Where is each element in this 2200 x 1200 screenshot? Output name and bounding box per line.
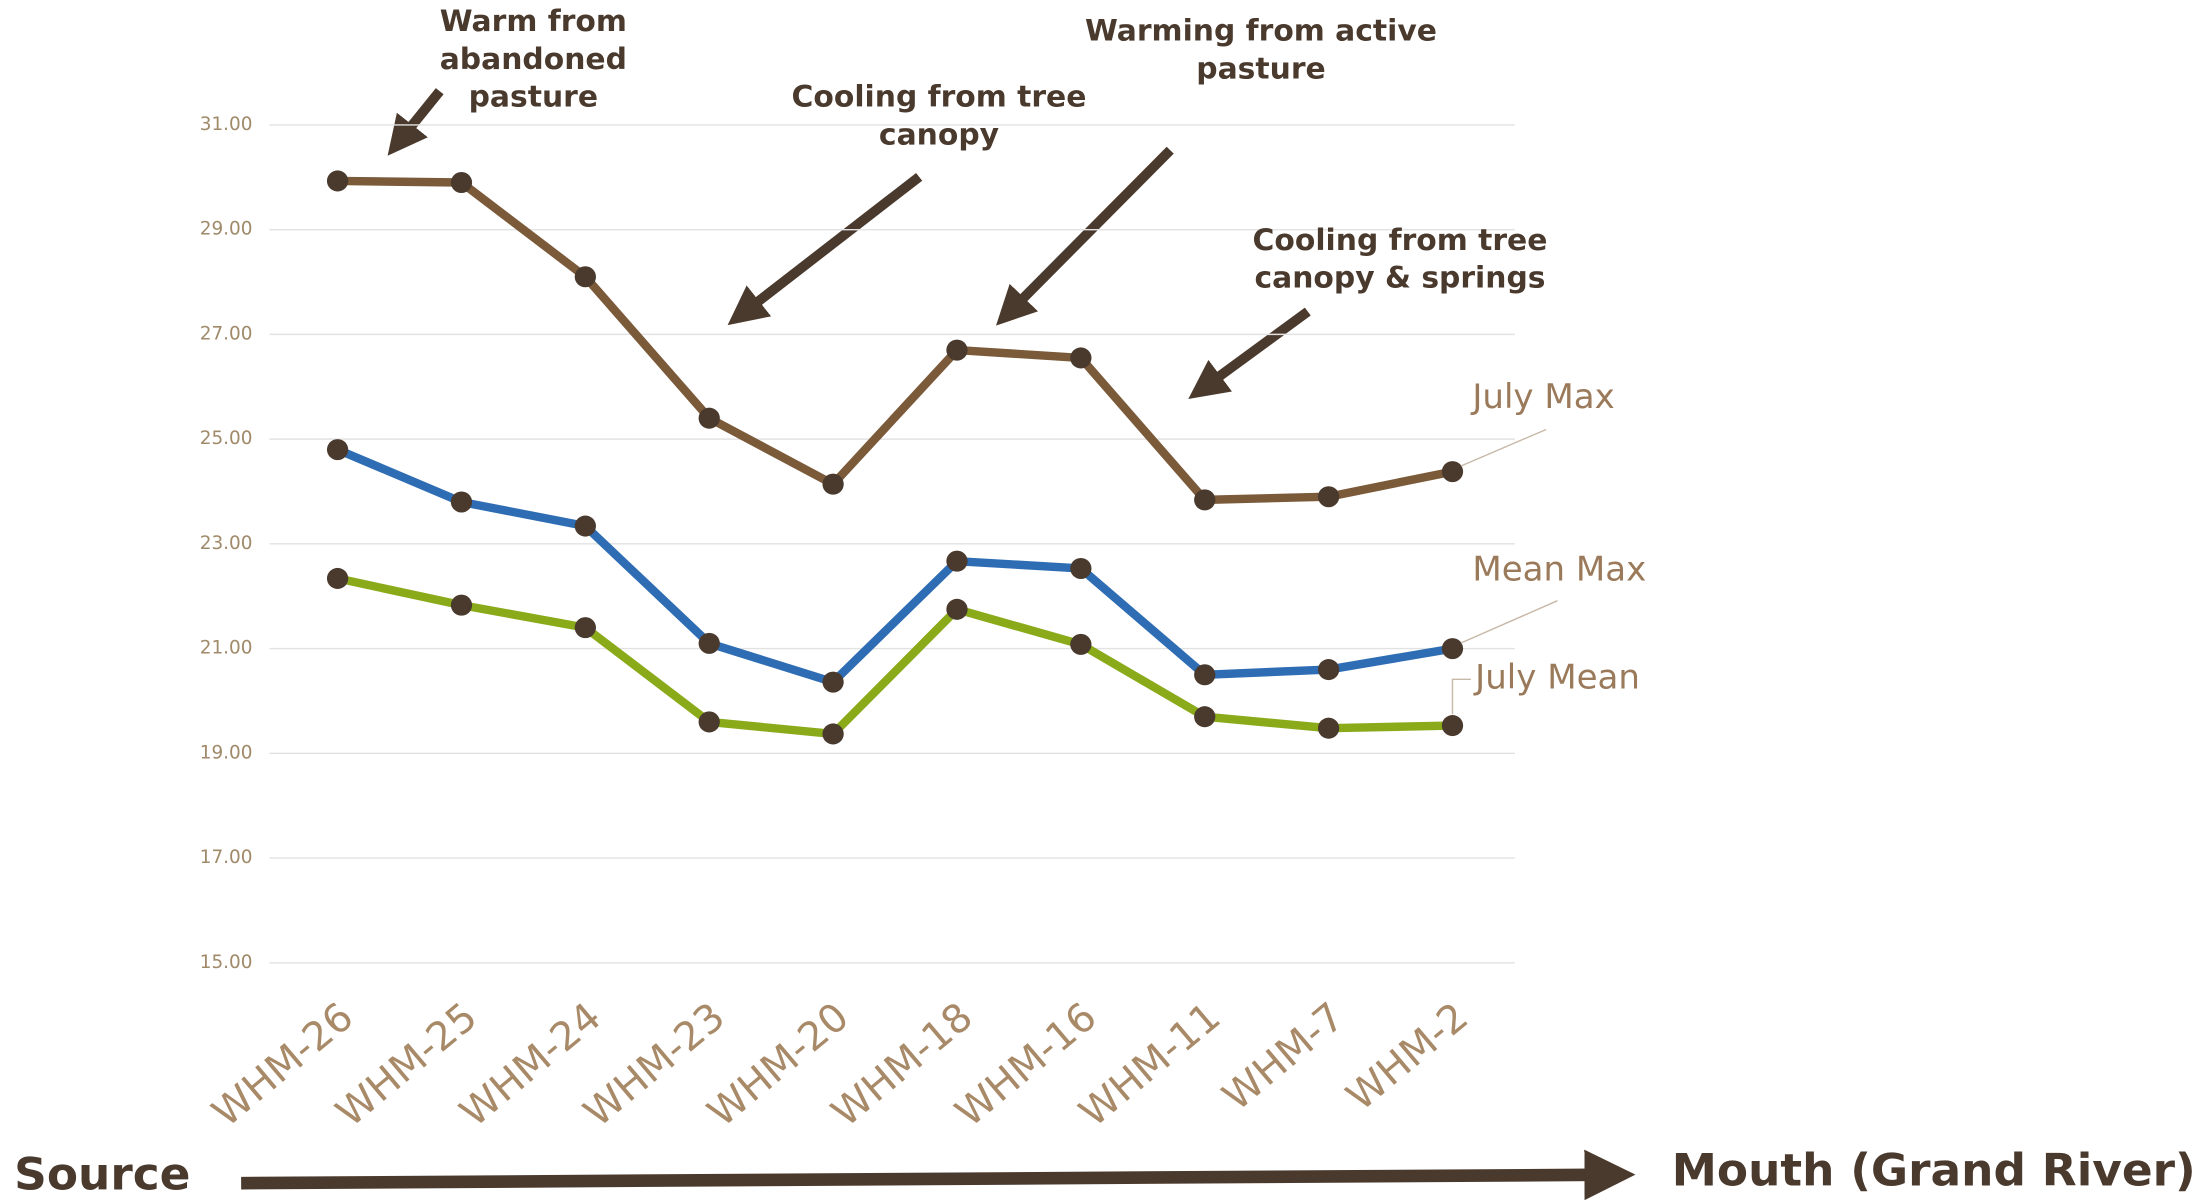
data-point — [1194, 706, 1216, 728]
data-point — [574, 617, 596, 639]
annotation-arrows — [387, 88, 1311, 400]
annotation-arrow — [996, 146, 1174, 326]
data-point — [1070, 633, 1092, 655]
annotation: Cooling from tree — [1253, 222, 1548, 257]
y-tick-label: 19.00 — [200, 742, 253, 763]
series-line — [337, 176, 1454, 505]
data-point — [946, 339, 968, 361]
series-line — [336, 574, 1453, 739]
leader-line — [1460, 600, 1558, 644]
data-point — [1070, 557, 1092, 579]
data-point — [326, 567, 349, 589]
x-tick-label: WHM-11 — [1071, 994, 1230, 1136]
y-tick-label: 27.00 — [200, 323, 253, 344]
y-tick-label: 17.00 — [200, 847, 253, 868]
data-point — [698, 407, 720, 429]
annotation-arrow — [1188, 307, 1311, 400]
data-point — [326, 170, 349, 192]
data-point — [946, 550, 968, 572]
data-point — [1317, 717, 1340, 739]
leader-line — [1460, 428, 1547, 467]
annotation-arrow — [727, 172, 923, 326]
mouth-label: Mouth (Grand River) — [1672, 1143, 2196, 1196]
data-point — [326, 439, 349, 461]
leader-line — [1451, 678, 1471, 715]
series-label: July Mean — [1473, 658, 1640, 697]
x-tick-label: WHM-2 — [1338, 994, 1477, 1120]
flow-arrow — [241, 1149, 1636, 1200]
data-point — [1194, 489, 1216, 511]
y-tick-label: 15.00 — [200, 952, 253, 973]
annotation: canopy & springs — [1254, 260, 1545, 295]
data-point — [822, 723, 844, 745]
data-point — [1441, 638, 1464, 660]
annotation: abandoned — [440, 41, 627, 76]
data-point — [822, 671, 844, 693]
series-label: July Max — [1470, 377, 1614, 416]
data-point — [946, 598, 968, 620]
annotation-arrow — [387, 88, 444, 156]
y-tick-label: 23.00 — [200, 533, 253, 554]
source-label: Source — [14, 1148, 190, 1200]
data-point — [822, 473, 844, 495]
data-point — [698, 711, 720, 733]
data-point — [574, 266, 596, 288]
annotation: canopy — [879, 117, 999, 152]
annotation: pasture — [1196, 51, 1325, 86]
series-label: Mean Max — [1472, 550, 1646, 589]
annotation: pasture — [469, 79, 598, 114]
data-point — [1070, 347, 1092, 369]
data-point — [1317, 486, 1340, 508]
data-point — [450, 171, 473, 194]
data-point — [1441, 461, 1464, 483]
annotation: Warm from — [440, 3, 627, 38]
annotation: Warming from active — [1085, 13, 1437, 48]
y-tick-label: 29.00 — [200, 219, 253, 240]
data-point — [1441, 715, 1464, 737]
data-point — [698, 632, 720, 654]
x-tick-label: WHM-7 — [1214, 994, 1353, 1120]
data-point — [1194, 664, 1216, 686]
annotation: Cooling from tree — [792, 79, 1087, 114]
y-tick-label: 25.00 — [200, 428, 253, 449]
y-tick-label: 21.00 — [200, 638, 253, 659]
data-point — [1317, 659, 1340, 681]
data-point — [574, 515, 596, 537]
data-point — [450, 594, 473, 616]
series-line — [335, 445, 1454, 687]
y-tick-label: 31.00 — [200, 114, 253, 135]
data-point — [450, 491, 473, 513]
